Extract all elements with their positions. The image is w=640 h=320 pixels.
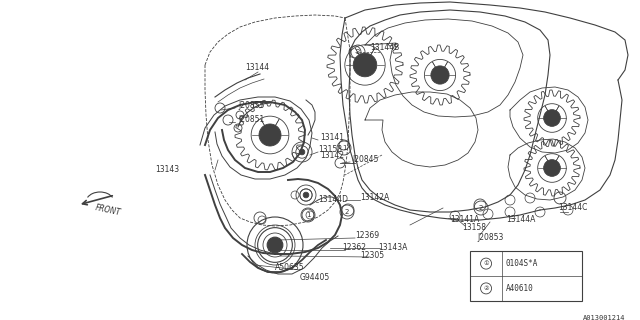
Text: 1: 1	[342, 145, 346, 151]
Text: FRONT: FRONT	[94, 203, 122, 217]
Text: 12305: 12305	[360, 251, 384, 260]
Circle shape	[267, 237, 283, 253]
Text: 1: 1	[306, 212, 310, 218]
Bar	[470, 251, 582, 301]
Text: A50635: A50635	[275, 263, 305, 273]
Text: 12369: 12369	[355, 230, 379, 239]
Text: 13144D: 13144D	[318, 196, 348, 204]
Text: 2: 2	[345, 209, 349, 215]
Circle shape	[431, 66, 449, 84]
Text: 13144A: 13144A	[506, 215, 536, 225]
Text: J20853: J20853	[477, 234, 504, 243]
Circle shape	[543, 110, 561, 126]
Text: 13141A: 13141A	[450, 215, 479, 225]
Text: 12362: 12362	[342, 244, 366, 252]
Text: A40610: A40610	[506, 284, 534, 293]
Circle shape	[259, 124, 281, 146]
Text: 13142: 13142	[320, 150, 344, 159]
Text: ①: ①	[483, 261, 489, 266]
Text: 2: 2	[356, 49, 360, 55]
Text: 2: 2	[479, 205, 483, 211]
Text: 13142A: 13142A	[360, 193, 389, 202]
Circle shape	[543, 160, 561, 176]
Text: G94405: G94405	[300, 274, 330, 283]
Text: 0104S*A: 0104S*A	[506, 259, 538, 268]
Text: J20851: J20851	[238, 116, 264, 124]
Text: 13144: 13144	[245, 63, 269, 73]
Text: 13158: 13158	[462, 223, 486, 233]
Text: J20855: J20855	[238, 100, 264, 109]
Text: 13143A: 13143A	[378, 243, 408, 252]
Text: A013001214: A013001214	[582, 315, 625, 320]
Text: 13143: 13143	[155, 165, 179, 174]
Circle shape	[303, 192, 309, 198]
Text: J20845: J20845	[352, 156, 378, 164]
Circle shape	[300, 149, 305, 155]
Text: 13144B: 13144B	[370, 44, 399, 52]
Text: 13141: 13141	[320, 132, 344, 141]
Text: ②: ②	[483, 286, 489, 291]
Text: 13158: 13158	[318, 146, 342, 155]
Circle shape	[353, 53, 377, 77]
Text: 13144C: 13144C	[558, 204, 588, 212]
